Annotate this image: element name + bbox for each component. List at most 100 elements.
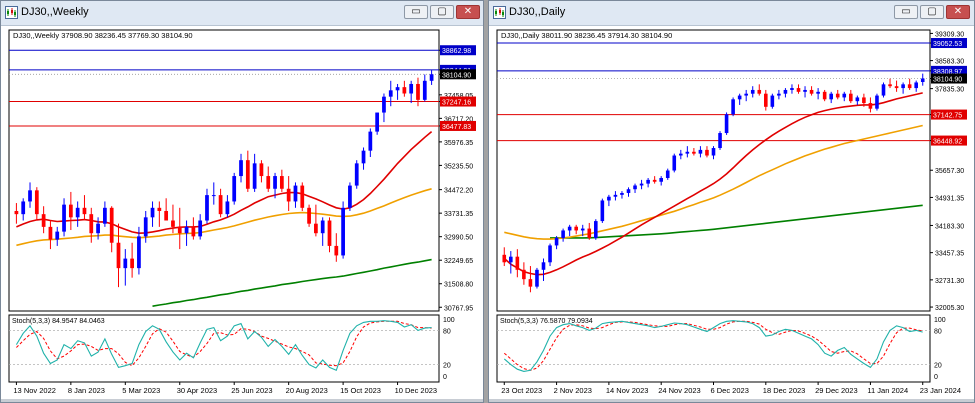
window-title: DJ30,,Daily [509,6,566,18]
price-tick-label: 39309.30 [935,31,964,38]
candle-body [327,220,332,246]
close-button[interactable]: ✕ [456,5,480,19]
candle-body [62,204,66,232]
candle-body [515,256,520,270]
ma-slow-line [550,204,923,239]
candle-body [150,207,155,218]
candle-body [191,226,196,237]
candle-body [594,221,598,238]
weekly-chart[interactable]: DJ30,,Weekly 37908.90 38236.45 37769.30 … [5,27,479,397]
candle-body [293,185,298,202]
time-tick-label: 29 Dec 2023 [815,386,858,395]
candle-body [737,95,742,100]
candle-body [548,245,552,263]
candle-body [528,279,533,287]
price-tick-label: 35657.30 [935,168,964,175]
price-label-box [440,96,476,107]
time-tick-label: 13 Nov 2022 [13,386,56,395]
price-label: 36448.92 [933,139,962,146]
candle-body [368,131,373,151]
candle-body [881,84,886,96]
candle-body [920,78,925,83]
candle-body [816,91,820,94]
stoch-tick-label: 80 [443,328,451,335]
candle-body [286,188,291,202]
candle-body [164,210,169,221]
close-button[interactable]: ✕ [946,5,970,19]
time-tick-label: 8 Jan 2023 [68,386,105,395]
candle-body [382,96,386,113]
candle-body [137,236,141,269]
price-tick-label: 34931.35 [935,195,964,202]
candle-body [259,163,264,177]
candle-body [205,195,209,221]
candle-body [314,223,318,234]
candle-body [354,163,359,186]
chart-icon [5,6,18,19]
current-price-label: 38104.90 [442,72,471,79]
window-titlebar[interactable]: DJ30,,Weekly ▭ ▢ ✕ [1,1,483,26]
candle-body [639,183,644,186]
candle-body [574,226,578,231]
stoch-tick-label: 0 [443,374,447,381]
maximize-button[interactable]: ▢ [430,5,454,19]
candle-body [620,192,624,195]
time-tick-label: 25 Jun 2023 [231,386,272,395]
maximize-button[interactable]: ▢ [920,5,944,19]
candle-body [28,190,32,202]
candle-body [633,185,637,190]
candle-body [698,149,703,154]
candle-body [711,148,716,156]
candle-body [34,190,39,215]
candle-body [41,214,46,227]
time-tick-label: 20 Aug 2023 [286,386,328,395]
daily-chart[interactable]: DJ30,,Daily 38011.90 38236.45 37914.30 3… [493,27,970,397]
price-tick-label: 37835.30 [935,87,964,94]
candle-body [252,163,257,189]
price-label-box [931,38,967,49]
candle-body [692,151,696,154]
minimize-button[interactable]: ▭ [404,5,428,19]
price-tick-label: 34183.30 [935,223,964,230]
candle-body [239,160,243,177]
ma-mid-line [16,188,432,247]
status-strip [489,399,974,402]
candle-body [809,89,814,94]
ohlc-info: DJ30,,Weekly 37908.90 38236.45 37769.30 … [13,31,193,40]
price-label: 37247.16 [442,100,471,107]
price-panel [496,29,931,312]
time-tick-label: 11 Jan 2024 [867,386,908,395]
price-tick-label: 34472.20 [444,188,473,195]
candle-body [123,258,128,269]
candle-body [783,89,788,94]
candle-body [184,226,189,234]
time-tick-label: 5 Mar 2023 [122,386,160,395]
minimize-button[interactable]: ▭ [894,5,918,19]
current-price-box [931,73,967,84]
ma-mid-line [504,124,923,240]
candle-body [600,200,605,222]
candle-body [665,170,670,178]
candle-body [685,151,690,154]
candle-body [672,155,677,171]
stoch-tick-label: 20 [934,363,942,370]
price-tick-label: 38583.30 [935,59,964,66]
time-tick-label: 6 Dec 2023 [711,386,749,395]
time-tick-label: 15 Oct 2023 [340,386,381,395]
candle-body [279,176,284,189]
candle-body [388,90,393,97]
candle-body [103,207,107,224]
candle-body [731,99,735,115]
ohlc-info: DJ30,,Daily 38011.90 38236.45 37914.30 3… [501,31,672,40]
time-tick-label: 10 Dec 2023 [395,386,438,395]
price-tick-label: 36717.20 [444,116,473,123]
stoch-tick-label: 100 [443,317,455,324]
candle-body [402,87,407,94]
stoch-main-line [503,320,923,372]
candle-body [875,95,879,109]
candle-body [171,220,175,227]
time-tick-label: 18 Dec 2023 [763,386,806,395]
price-panel [8,29,440,312]
price-label: 39052.53 [933,41,962,48]
window-titlebar[interactable]: DJ30,,Daily ▭ ▢ ✕ [489,1,974,26]
